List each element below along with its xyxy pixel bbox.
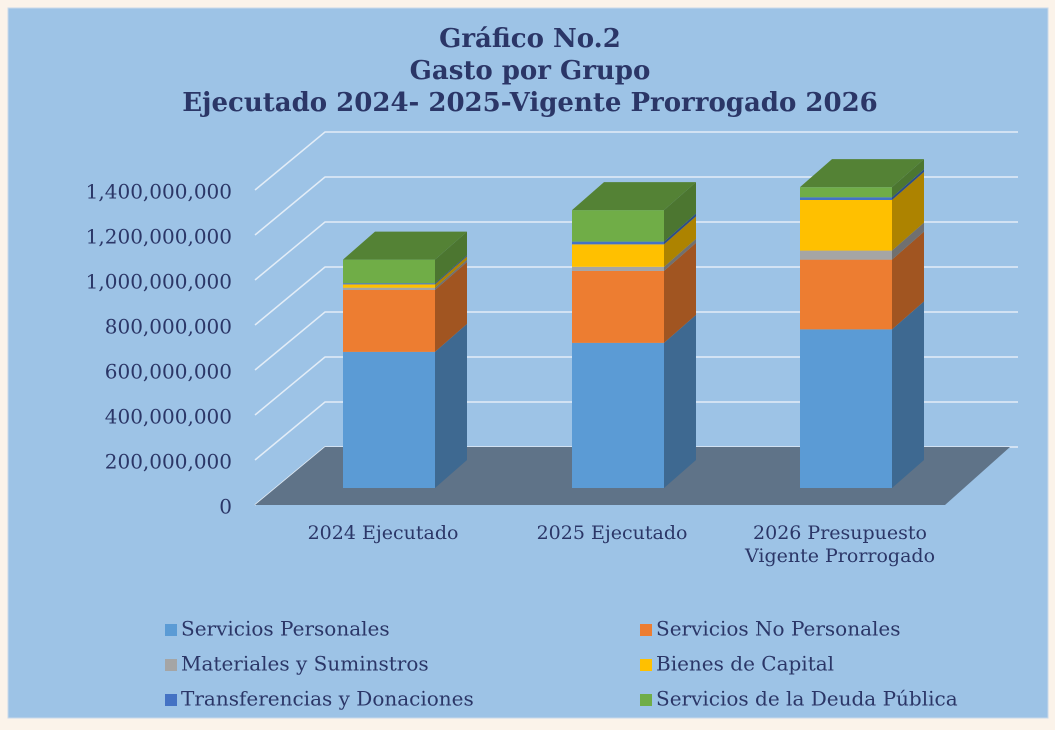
bar-segment <box>800 250 892 260</box>
bar-top <box>343 231 467 260</box>
bar-top <box>572 182 696 211</box>
y-tick-label: 200,000,000 <box>105 450 232 474</box>
chart-title: Ejecutado 2024- 2025-Vigente Prorrogado … <box>182 88 878 118</box>
bar-side <box>664 238 696 271</box>
grid-line <box>254 356 1018 416</box>
bar-side <box>892 159 924 198</box>
legend-label: Servicios de la Deuda Pública <box>656 687 958 711</box>
y-tick-label: 1,400,000,000 <box>86 180 232 204</box>
bar-segment <box>572 342 664 488</box>
legend-label: Materiales y Suminstros <box>181 652 429 676</box>
legend-swatch <box>165 659 177 671</box>
bar-segment <box>572 241 664 245</box>
legend-label: Servicios No Personales <box>656 617 901 641</box>
x-tick-label: 2024 Ejecutado <box>307 522 459 544</box>
chart-title: Gráfico No.2 <box>439 24 621 54</box>
bar-segment <box>800 200 892 251</box>
bar-side <box>664 242 696 343</box>
bar-segment <box>800 329 892 488</box>
legend-label: Transferencias y Donaciones <box>181 687 474 711</box>
x-tick-label: 2026 Presupuesto Vigente Prorrogado <box>744 522 936 567</box>
legend-label: Servicios Personales <box>181 617 390 641</box>
y-tick-label: 1,200,000,000 <box>86 225 232 249</box>
bar-segment <box>572 266 664 271</box>
y-tick-label: 800,000,000 <box>105 315 232 339</box>
grid-line <box>254 266 1018 326</box>
grid-line <box>254 311 1018 371</box>
bar-segment <box>343 287 435 290</box>
y-tick-label: 600,000,000 <box>105 360 232 384</box>
legend-swatch <box>640 624 652 636</box>
bar-side <box>892 301 924 488</box>
legend-swatch <box>640 659 652 671</box>
bar-side <box>664 182 696 242</box>
bar-side <box>664 216 696 267</box>
bar-side <box>435 231 467 284</box>
bar-segment <box>800 197 892 200</box>
bar-segment <box>572 270 664 343</box>
grid-line <box>254 401 1018 461</box>
bar-segment <box>343 351 435 488</box>
x-tick-label: 2025 Ejecutado <box>536 522 688 544</box>
bar-side <box>435 259 467 290</box>
y-tick-label: 400,000,000 <box>105 405 232 429</box>
bar-segment <box>343 283 435 285</box>
bar-side <box>892 231 924 330</box>
grid-line <box>254 221 1018 281</box>
bar-segment <box>800 259 892 330</box>
grid-line <box>254 131 1018 191</box>
bar-side <box>435 255 467 285</box>
bar-side <box>664 213 696 245</box>
bar-side <box>435 256 467 288</box>
bar-top <box>800 159 924 188</box>
bar-segment <box>572 244 664 267</box>
grid-line <box>254 176 1018 236</box>
legend-label: Bienes de Capital <box>656 652 834 676</box>
chart-title: Gasto por Grupo <box>410 56 651 86</box>
bar-side <box>892 172 924 251</box>
y-tick-label: 0 <box>219 495 232 519</box>
bar-side <box>664 314 696 488</box>
bar-segment <box>572 210 664 242</box>
legend-swatch <box>165 624 177 636</box>
bar-segment <box>343 284 435 288</box>
bar-segment <box>343 259 435 284</box>
bar-side <box>892 222 924 260</box>
legend-swatch <box>640 694 652 706</box>
y-tick-label: 1,000,000,000 <box>86 270 232 294</box>
bar-side <box>435 262 467 352</box>
bar-side <box>435 323 467 488</box>
bar-segment <box>343 290 435 352</box>
bar-side <box>892 169 924 200</box>
legend-swatch <box>165 694 177 706</box>
bar-segment <box>800 187 892 198</box>
